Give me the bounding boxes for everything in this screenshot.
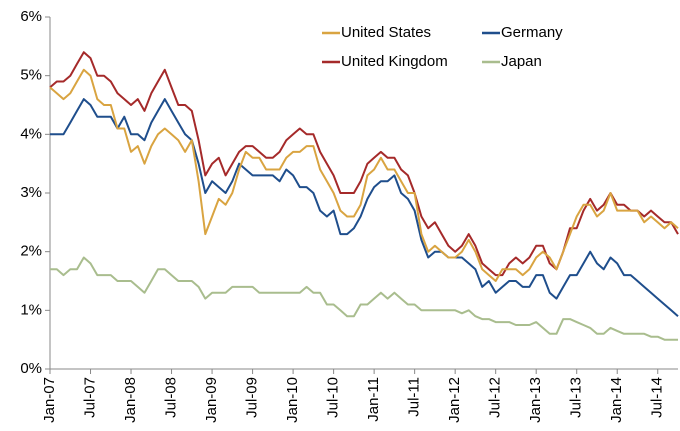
legend-label: Japan	[501, 53, 542, 70]
x-tick-label: Jul-14	[649, 377, 666, 418]
legend-label: United States	[341, 24, 431, 41]
x-tick-label: Jan-09	[203, 377, 220, 423]
x-tick-label: Jan-12	[446, 377, 463, 423]
legend-label: United Kingdom	[341, 53, 448, 70]
y-tick-label: 4%	[20, 125, 42, 142]
x-tick-label: Jul-13	[568, 377, 585, 418]
x-tick-label: Jan-14	[608, 377, 625, 423]
y-tick-label: 6%	[20, 8, 42, 25]
x-tick-label: Jan-08	[122, 377, 139, 423]
x-tick-label: Jul-09	[244, 377, 261, 418]
series-line	[50, 98, 679, 317]
y-tick-label: 2%	[20, 243, 42, 260]
x-tick-label: Jan-13	[527, 377, 544, 423]
y-tick-label: 0%	[20, 360, 42, 377]
y-tick-label: 3%	[20, 184, 42, 201]
x-tick-label: Jul-11	[406, 377, 423, 417]
x-tick-label: Jan-07	[41, 377, 58, 423]
y-tick-label: 1%	[20, 301, 42, 318]
x-tick-label: Jan-11	[365, 377, 382, 422]
series-line	[49, 51, 679, 277]
legend-label: Germany	[501, 24, 563, 41]
x-tick-label: Jul-10	[325, 377, 342, 418]
series-line	[50, 256, 678, 341]
series-line	[49, 68, 679, 282]
y-tick-label: 5%	[20, 67, 42, 84]
x-tick-label: Jul-08	[163, 377, 180, 418]
x-tick-label: Jul-12	[487, 377, 504, 418]
x-tick-label: Jan-10	[284, 377, 301, 423]
x-tick-label: Jul-07	[81, 377, 98, 418]
